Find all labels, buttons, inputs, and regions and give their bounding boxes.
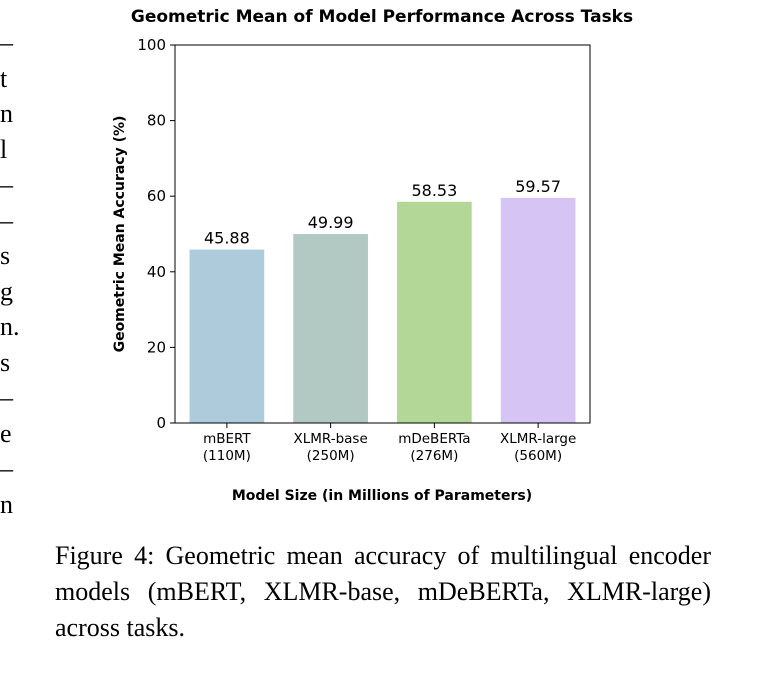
x-tick-label: XLMR-large <box>500 431 576 447</box>
bar-value-label: 58.53 <box>411 181 457 200</box>
y-tick-label: 100 <box>137 36 166 54</box>
y-tick-label: 80 <box>147 112 166 130</box>
bar <box>293 234 368 423</box>
bar-value-label: 59.57 <box>515 177 561 196</box>
y-tick-label: 40 <box>147 263 166 281</box>
left-column-fragment: – <box>0 383 13 412</box>
figure-caption: Figure 4: Geometric mean accuracy of mul… <box>55 541 711 642</box>
x-tick-label: mDeBERTa <box>398 431 470 447</box>
y-tick-label: 60 <box>147 187 166 205</box>
left-column-fragment: s <box>0 347 11 377</box>
bar-value-label: 45.88 <box>204 229 250 248</box>
chart-title: Geometric Mean of Model Performance Acro… <box>131 7 633 27</box>
x-tick-sublabel: (250M) <box>307 448 355 464</box>
left-column-fragment: – <box>0 28 13 57</box>
x-axis-label: Model Size (in Millions of Parameters) <box>232 488 532 504</box>
left-column-fragment: g <box>0 276 13 306</box>
left-column-fragment: t <box>0 63 8 93</box>
y-tick-label: 0 <box>156 414 166 432</box>
x-tick-sublabel: (560M) <box>514 448 562 464</box>
y-tick-label: 20 <box>147 338 166 356</box>
left-column-fragment: n <box>0 99 13 128</box>
left-column-fragment: – <box>0 454 13 483</box>
bar-value-label: 49.99 <box>308 213 354 232</box>
bar <box>189 249 265 423</box>
y-axis-label: Geometric Mean Accuracy (%) <box>112 116 128 353</box>
bar-chart: Geometric Mean of Model Performance Acro… <box>112 7 633 504</box>
left-column-fragment: e <box>0 418 12 448</box>
bar <box>397 201 472 423</box>
left-column-fragment: l <box>0 134 8 164</box>
plot-frame <box>174 44 591 424</box>
left-column-fragment: n <box>0 489 13 519</box>
left-column-fragment: n. <box>0 312 20 341</box>
x-tick-sublabel: (110M) <box>203 448 251 464</box>
x-tick-label: mBERT <box>203 431 251 447</box>
x-tick-label: XLMR-base <box>293 431 367 447</box>
x-tick-sublabel: (276M) <box>410 448 458 464</box>
left-column-fragment: – <box>0 205 13 235</box>
plot-area: 45.88 49.99 58.53 59.57 0 20 40 60 80 100 mBERT(11… <box>137 36 591 464</box>
left-column-fragment: s <box>0 241 11 270</box>
left-column-fragment: – <box>0 170 13 199</box>
bar <box>500 197 576 423</box>
